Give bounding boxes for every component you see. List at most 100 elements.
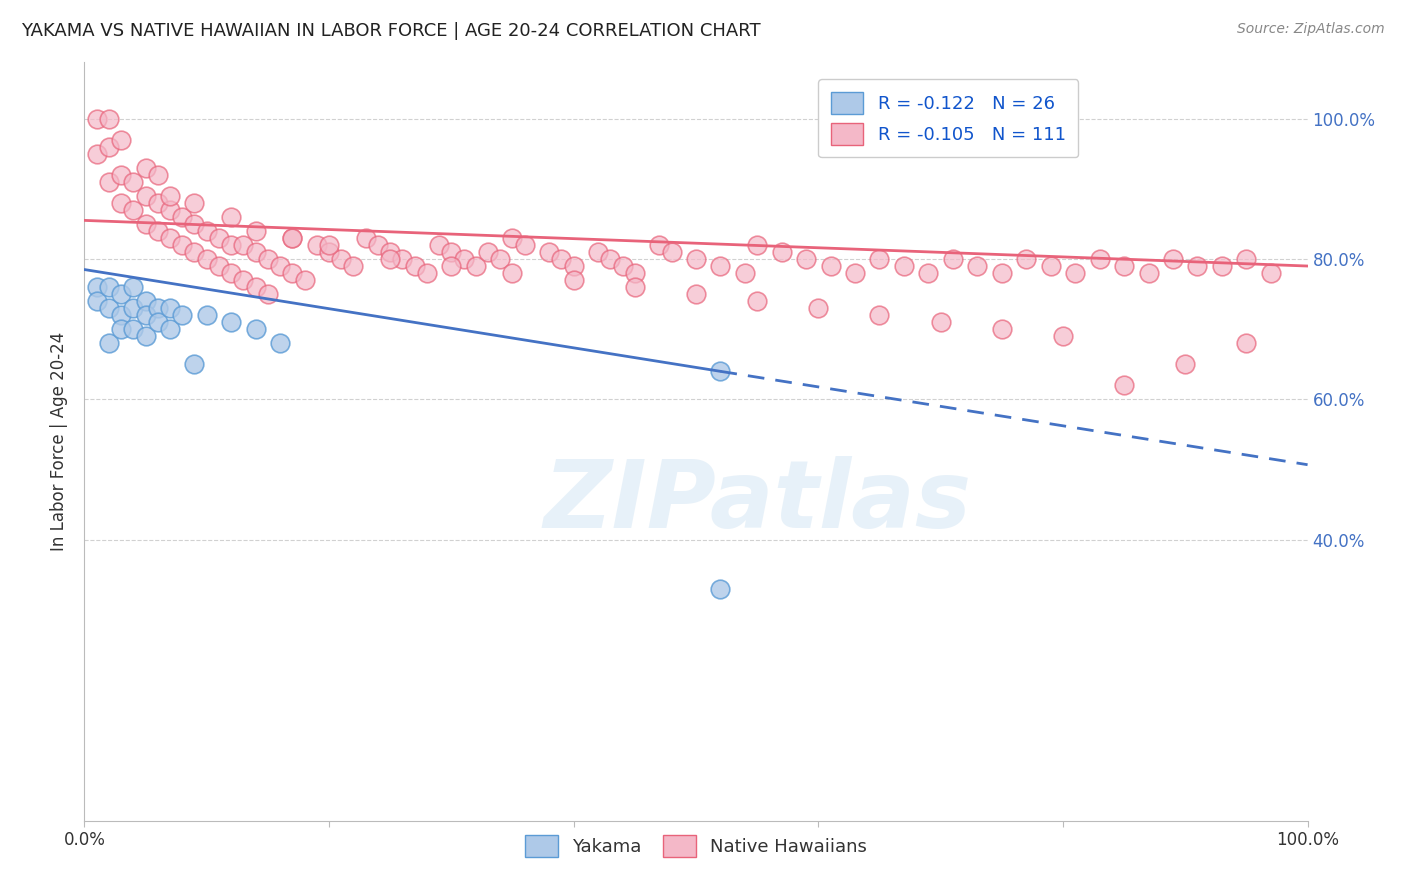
Point [1187,259,1209,273]
Point [709,582,731,596]
Legend: Yakama, Native Hawaiians: Yakama, Native Hawaiians [517,828,875,864]
Point [612,259,634,273]
Point [159,189,181,203]
Point [624,266,647,280]
Point [453,252,475,266]
Point [464,259,486,273]
Point [86,146,108,161]
Point [404,259,426,273]
Point [318,238,340,252]
Point [917,266,939,280]
Point [219,210,242,224]
Point [1174,357,1197,371]
Point [97,301,120,315]
Point [942,252,965,266]
Point [146,315,169,329]
Point [159,322,181,336]
Point [146,195,169,210]
Point [807,301,830,315]
Point [135,308,157,322]
Point [416,266,439,280]
Point [991,266,1014,280]
Point [599,252,621,266]
Point [195,224,218,238]
Point [661,244,683,259]
Point [269,259,291,273]
Point [538,244,561,259]
Point [245,244,267,259]
Point [305,238,328,252]
Point [195,252,218,266]
Point [183,357,205,371]
Point [794,252,817,266]
Point [219,238,242,252]
Point [122,301,145,315]
Point [110,195,132,210]
Point [245,280,267,294]
Y-axis label: In Labor Force | Age 20-24: In Labor Force | Age 20-24 [51,332,69,551]
Point [281,231,304,245]
Point [586,244,609,259]
Point [232,273,254,287]
Point [1236,336,1258,351]
Point [685,287,707,301]
Point [294,273,316,287]
Point [122,202,145,217]
Point [844,266,866,280]
Point [1236,252,1258,266]
Point [122,280,145,294]
Point [318,244,340,259]
Point [502,266,524,280]
Point [770,244,793,259]
Point [502,231,524,245]
Point [820,259,842,273]
Point [513,238,536,252]
Point [427,238,450,252]
Point [747,294,769,309]
Point [135,161,157,175]
Point [380,252,402,266]
Point [135,294,157,309]
Point [550,252,572,266]
Point [648,238,671,252]
Point [245,322,267,336]
Point [929,315,952,329]
Point [1260,266,1282,280]
Point [1015,252,1038,266]
Point [146,224,169,238]
Point [110,308,132,322]
Point [747,238,769,252]
Text: YAKAMA VS NATIVE HAWAIIAN IN LABOR FORCE | AGE 20-24 CORRELATION CHART: YAKAMA VS NATIVE HAWAIIAN IN LABOR FORCE… [21,22,761,40]
Point [440,244,463,259]
Point [97,280,120,294]
Point [257,252,280,266]
Point [135,217,157,231]
Point [146,168,169,182]
Point [391,252,413,266]
Point [869,308,891,322]
Point [562,259,585,273]
Point [232,238,254,252]
Point [183,217,205,231]
Point [122,175,145,189]
Point [97,139,120,153]
Point [183,195,205,210]
Point [281,266,304,280]
Point [110,287,132,301]
Text: ZIPatlas: ZIPatlas [543,456,972,549]
Point [734,266,756,280]
Point [86,112,108,126]
Point [97,112,120,126]
Point [97,336,120,351]
Point [110,168,132,182]
Point [1114,378,1136,392]
Point [440,259,463,273]
Point [135,189,157,203]
Point [1039,259,1062,273]
Point [477,244,499,259]
Point [869,252,891,266]
Point [709,364,731,378]
Point [219,266,242,280]
Point [172,308,194,322]
Point [624,280,647,294]
